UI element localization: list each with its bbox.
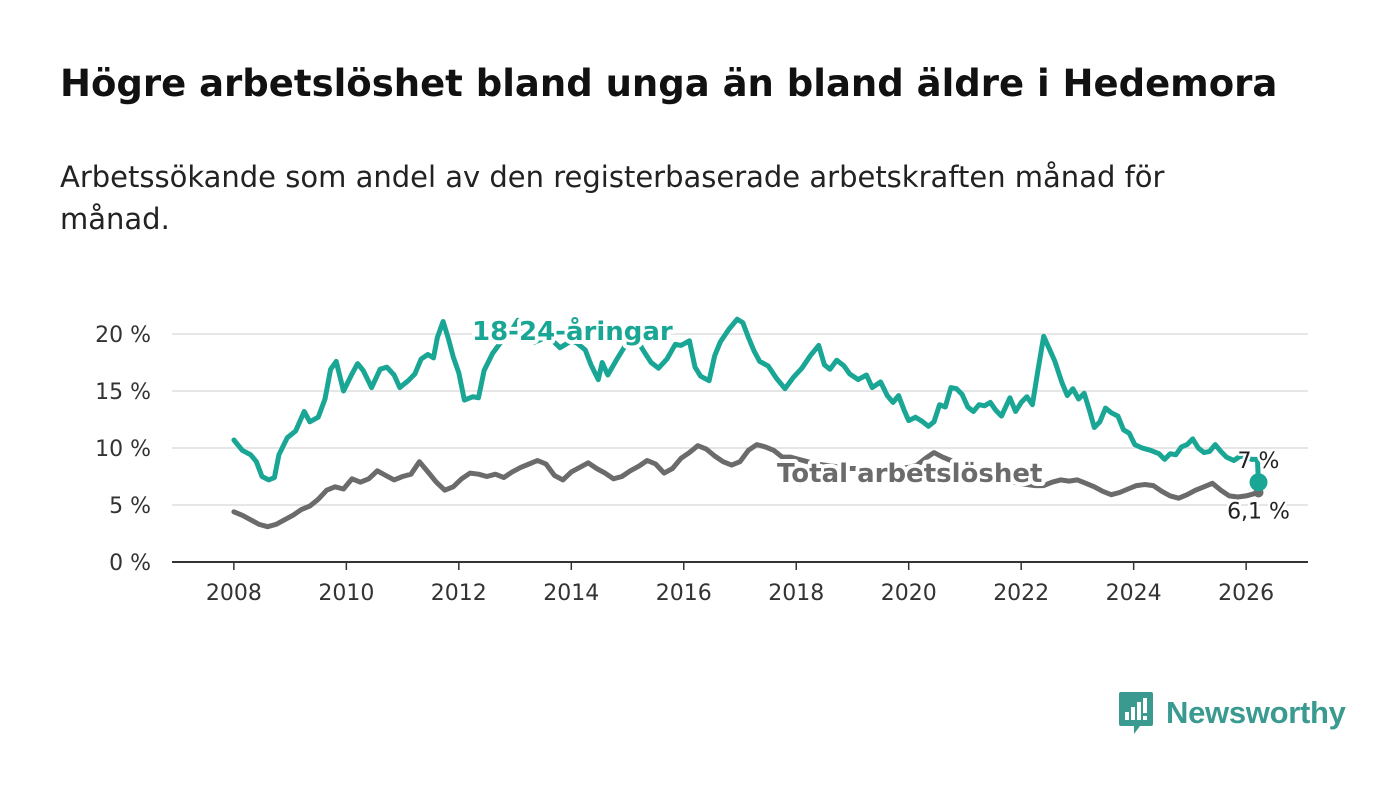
series-label-18-24: 18-24-åringar [472,315,673,347]
newsworthy-logo: Newsworthy [1118,690,1346,736]
series-label-total: Total arbetslöshet [777,459,1042,489]
y-tick-label: 5 % [109,494,151,519]
y-tick-label: 10 % [95,437,151,462]
y-tick-label: 15 % [95,380,151,405]
end-label-total: 6,1 % [1227,499,1290,524]
series-line-total [231,442,1261,530]
x-tick-label: 2016 [656,581,712,606]
chart-subtitle: Arbetssökande som andel av den registerb… [60,160,1165,236]
y-tick-label: 20 % [95,323,151,348]
series-line-18-24 [231,316,1261,485]
x-tick-label: 2008 [206,581,262,606]
brand-name: Newsworthy [1166,695,1346,730]
y-tick-label: 0 % [109,551,151,576]
end-marker-18-24 [1249,473,1268,492]
chart-title: Högre arbetslöshet bland unga än bland ä… [60,62,1278,105]
x-tick-label: 2026 [1218,581,1274,606]
x-tick-label: 2010 [318,581,374,606]
x-tick-label: 2014 [543,581,599,606]
end-label-18-24: 7 % [1238,449,1280,474]
newsworthy-logo-icon [1119,692,1153,734]
x-tick-label: 2020 [881,581,937,606]
x-tick-label: 2012 [431,581,487,606]
x-tick-label: 2022 [993,581,1049,606]
x-tick-label: 2018 [768,581,824,606]
x-tick-label: 2024 [1106,581,1162,606]
